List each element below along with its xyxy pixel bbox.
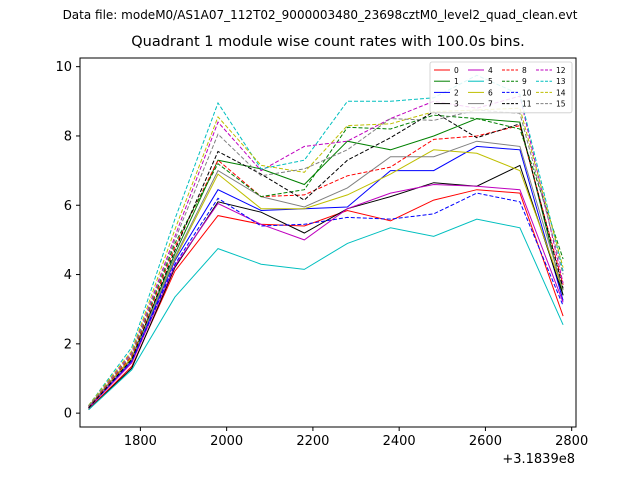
- series-line-2: [88, 145, 564, 409]
- legend-label-14: 14: [556, 88, 566, 97]
- x-tick-label: 1800: [124, 434, 157, 449]
- y-tick-label: 10: [55, 60, 72, 75]
- legend-label-15: 15: [556, 100, 566, 109]
- x-tick-label: 2000: [210, 434, 243, 449]
- y-tick-label: 0: [64, 407, 72, 422]
- legend-label-6: 6: [488, 88, 493, 97]
- series-line-10: [88, 192, 564, 409]
- x-tick-label: 2200: [296, 434, 329, 449]
- y-tick-label: 6: [64, 199, 72, 214]
- legend-label-12: 12: [556, 66, 566, 75]
- x-tick-label: 2600: [469, 434, 502, 449]
- legend-label-5: 5: [488, 77, 493, 86]
- series-line-3: [88, 164, 564, 411]
- plot-area: [79, 57, 577, 428]
- series-line-5: [88, 218, 564, 411]
- series-line-11: [88, 111, 564, 409]
- legend-label-9: 9: [522, 77, 527, 86]
- legend-label-13: 13: [556, 77, 566, 86]
- series-line-4: [88, 183, 564, 409]
- legend-label-7: 7: [488, 100, 493, 109]
- x-tick-label: 2400: [383, 434, 416, 449]
- x-offset-label: +3.1839e8: [502, 452, 575, 467]
- series-layer: [88, 74, 564, 411]
- legend-label-1: 1: [454, 77, 459, 86]
- legend-label-11: 11: [522, 100, 532, 109]
- x-tick-label: 2800: [555, 434, 588, 449]
- series-line-7: [88, 140, 564, 407]
- chart-title: Quadrant 1 module wise count rates with …: [131, 34, 525, 50]
- series-line-14: [88, 107, 564, 406]
- series-line-1: [88, 118, 564, 407]
- legend-label-2: 2: [454, 88, 459, 97]
- y-tick-label: 4: [64, 268, 72, 283]
- data-file-label: Data file: modeM0/AS1A07_112T02_90000034…: [62, 8, 578, 22]
- series-line-8: [88, 124, 564, 408]
- y-tick-label: 2: [64, 337, 72, 352]
- legend-frame: [429, 61, 573, 114]
- legend-label-8: 8: [522, 66, 527, 75]
- legend-label-3: 3: [454, 100, 459, 109]
- legend-label-10: 10: [522, 88, 532, 97]
- legend-label-4: 4: [488, 66, 493, 75]
- series-line-0: [88, 189, 564, 410]
- series-line-9: [88, 114, 564, 407]
- y-tick-label: 8: [64, 129, 72, 144]
- legend-label-0: 0: [454, 66, 459, 75]
